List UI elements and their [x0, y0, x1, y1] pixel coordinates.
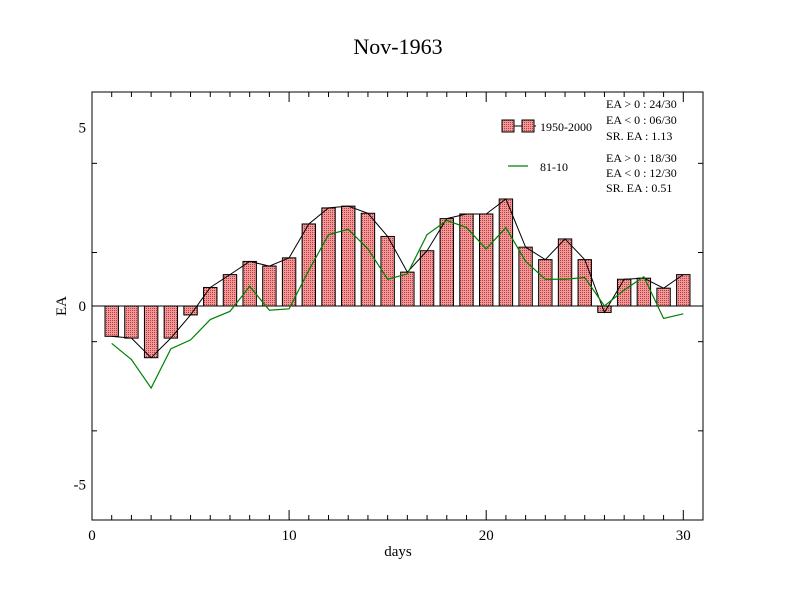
stat-text: EA < 0 : 06/30 [606, 113, 677, 127]
bar [419, 250, 435, 307]
line-series-81-10 [111, 219, 684, 390]
bar [301, 223, 317, 307]
bar [341, 205, 356, 307]
x-tick-label: 10 [282, 528, 297, 544]
bar [498, 198, 514, 307]
bar [222, 274, 238, 307]
bar [262, 265, 277, 307]
bar [616, 278, 632, 307]
x-axis: 0 10 20 30 [88, 92, 704, 544]
y-tick-label: 0 [79, 299, 87, 315]
bar [360, 212, 376, 307]
chart-title: Nov-1963 [353, 34, 442, 59]
stat-text: EA > 0 : 18/30 [606, 151, 677, 165]
x-tick-label: 0 [88, 528, 96, 544]
bar [400, 271, 415, 307]
legend-bar-label: 1950-2000 [540, 120, 592, 134]
stat-text: EA > 0 : 24/30 [606, 97, 677, 111]
y-tick-label: -5 [74, 477, 87, 493]
bar [242, 260, 257, 307]
bar [478, 213, 494, 307]
bar [518, 246, 533, 307]
bar [203, 286, 218, 307]
stats-block-81-10: EA > 0 : 18/30 EA < 0 : 12/30 SR. EA : 0… [606, 151, 677, 195]
bar [321, 207, 336, 307]
bar [577, 259, 592, 307]
bar [676, 274, 691, 307]
y-tick-label: 5 [79, 121, 87, 137]
legend-bar-swatch-1 [501, 119, 515, 133]
x-axis-label: days [384, 544, 412, 560]
y-axis-label: EA [54, 296, 70, 316]
bar [439, 218, 454, 307]
bar-connector-line [111, 198, 684, 359]
bar [104, 305, 119, 337]
stats-block-1950-2000: EA > 0 : 24/30 EA < 0 : 06/30 SR. EA : 1… [606, 97, 677, 143]
bar [538, 259, 553, 307]
bar [183, 305, 198, 316]
bar [636, 277, 652, 307]
bar-series-1950-2000 [104, 198, 691, 359]
bar [143, 305, 159, 359]
legend: 1950-2000 81-10 [501, 119, 592, 174]
bar [557, 238, 573, 307]
y-axis: -5 0 5 [74, 121, 703, 521]
legend-bar-swatch-2 [521, 119, 535, 133]
x-tick-label: 30 [676, 528, 691, 544]
stat-text: SR. EA : 0.51 [606, 181, 672, 195]
bar [656, 287, 671, 307]
bar [124, 305, 139, 339]
x-tick-label: 20 [479, 528, 494, 544]
stat-text: EA < 0 : 12/30 [606, 166, 677, 180]
stat-text: SR. EA : 1.13 [606, 129, 672, 143]
legend-line-label: 81-10 [540, 160, 568, 174]
